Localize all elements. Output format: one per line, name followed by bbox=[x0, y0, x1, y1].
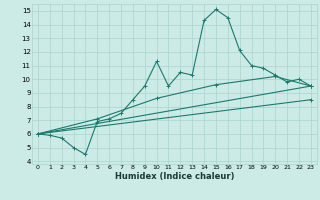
X-axis label: Humidex (Indice chaleur): Humidex (Indice chaleur) bbox=[115, 172, 234, 181]
